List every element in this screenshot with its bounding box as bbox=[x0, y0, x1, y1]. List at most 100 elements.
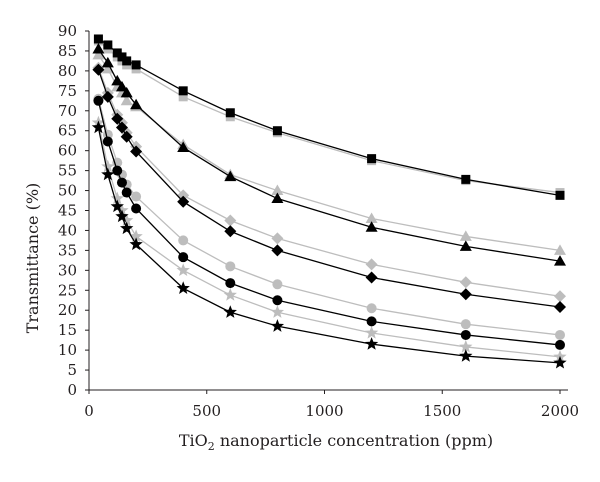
data-point-square bbox=[178, 86, 188, 96]
data-point-circle bbox=[131, 191, 142, 202]
y-tick-label: 40 bbox=[58, 221, 77, 239]
series-diamond-black bbox=[92, 63, 566, 314]
x-axis-title-suffix: nanoparticle concentration (ppm) bbox=[215, 431, 493, 450]
x-axis-title: TiO2 nanoparticle concentration (ppm) bbox=[179, 431, 493, 453]
data-point-diamond bbox=[120, 130, 133, 143]
data-point-triangle bbox=[365, 212, 378, 223]
data-point-star bbox=[364, 325, 379, 339]
series-circle-gray bbox=[93, 93, 565, 340]
data-point-square bbox=[122, 56, 132, 66]
data-point-circle bbox=[366, 316, 377, 327]
data-point-circle bbox=[460, 329, 471, 340]
data-point-star bbox=[120, 221, 134, 235]
series-layer bbox=[91, 34, 567, 369]
y-tick-label: 45 bbox=[58, 202, 77, 220]
series-square-black bbox=[93, 34, 565, 200]
series-circle-black bbox=[93, 95, 565, 350]
data-point-triangle bbox=[120, 94, 133, 106]
data-point-star bbox=[110, 191, 124, 205]
data-point-diamond bbox=[365, 258, 378, 271]
data-point-triangle bbox=[459, 240, 472, 251]
x-tick-label: 1000 bbox=[305, 402, 343, 420]
data-point-circle bbox=[555, 339, 565, 350]
data-point-square bbox=[93, 34, 103, 44]
series-diamond-gray bbox=[92, 61, 566, 303]
data-point-triangle bbox=[224, 170, 237, 182]
data-point-circle bbox=[272, 295, 283, 306]
series-line bbox=[97, 100, 561, 346]
y-tick-label: 25 bbox=[58, 281, 77, 299]
series-line bbox=[97, 67, 561, 297]
data-point-circle bbox=[112, 165, 123, 176]
y-tick-label: 90 bbox=[58, 22, 77, 40]
data-point-star bbox=[459, 339, 473, 353]
data-point-star bbox=[553, 355, 567, 369]
y-tick-label: 0 bbox=[67, 381, 77, 399]
data-point-diamond bbox=[554, 301, 566, 314]
y-tick-label: 10 bbox=[58, 341, 77, 359]
y-tick-label: 60 bbox=[58, 142, 77, 160]
x-axis-title-prefix: TiO bbox=[179, 431, 208, 450]
series-line bbox=[97, 40, 561, 194]
data-point-circle bbox=[131, 203, 142, 214]
x-ticks: 0 500 1000 1500 2000 bbox=[84, 390, 579, 420]
data-point-star bbox=[115, 209, 129, 223]
data-point-triangle bbox=[130, 98, 143, 110]
data-point-circle bbox=[178, 235, 189, 246]
data-point-triangle bbox=[271, 184, 284, 196]
data-point-diamond bbox=[92, 63, 105, 76]
data-point-star bbox=[223, 288, 237, 301]
data-point-star bbox=[176, 281, 190, 294]
series-line bbox=[97, 69, 561, 308]
data-point-circle bbox=[555, 329, 565, 340]
series-star-black bbox=[91, 120, 567, 369]
data-point-star bbox=[270, 319, 285, 332]
series-line bbox=[97, 48, 561, 262]
data-point-square bbox=[461, 174, 471, 184]
data-point-star bbox=[364, 337, 379, 350]
data-point-star bbox=[129, 237, 143, 251]
data-point-diamond bbox=[271, 232, 284, 245]
x-axis-title-subscript: 2 bbox=[208, 440, 215, 453]
data-point-diamond bbox=[365, 271, 378, 284]
data-point-star bbox=[91, 120, 106, 134]
series-line bbox=[97, 127, 561, 364]
data-point-diamond bbox=[554, 290, 566, 303]
y-tick-label: 65 bbox=[58, 122, 77, 140]
data-point-triangle bbox=[92, 42, 105, 54]
series-line bbox=[97, 54, 561, 252]
data-point-diamond bbox=[115, 121, 128, 134]
data-point-circle bbox=[272, 279, 283, 290]
data-point-square bbox=[103, 40, 113, 50]
data-point-circle bbox=[225, 261, 236, 272]
data-point-triangle bbox=[101, 56, 114, 68]
data-point-circle bbox=[366, 303, 377, 314]
data-point-triangle bbox=[554, 244, 566, 255]
y-axis-title: Transmittance (%) bbox=[23, 183, 42, 334]
data-point-square bbox=[117, 52, 127, 62]
data-point-triangle bbox=[115, 80, 128, 92]
data-point-triangle bbox=[120, 86, 133, 98]
data-point-diamond bbox=[459, 276, 472, 289]
x-tick-label: 0 bbox=[84, 402, 94, 420]
data-point-triangle bbox=[271, 192, 284, 204]
y-tick-label: 50 bbox=[58, 182, 77, 200]
data-point-star bbox=[176, 263, 190, 276]
y-tick-label: 70 bbox=[58, 102, 77, 120]
data-point-square bbox=[272, 126, 282, 136]
data-point-triangle bbox=[177, 141, 190, 152]
data-point-triangle bbox=[365, 221, 378, 232]
y-tick-label: 35 bbox=[58, 241, 77, 259]
data-point-square bbox=[225, 108, 235, 118]
series-line bbox=[98, 38, 561, 196]
data-point-circle bbox=[112, 157, 123, 168]
y-tick-label: 5 bbox=[67, 361, 77, 379]
y-tick-label: 15 bbox=[58, 321, 77, 339]
data-point-diamond bbox=[130, 145, 143, 158]
data-point-star bbox=[270, 305, 285, 318]
data-point-circle bbox=[102, 136, 113, 147]
data-point-triangle bbox=[92, 48, 105, 60]
data-point-star bbox=[120, 213, 134, 227]
series-triangle-black bbox=[92, 42, 566, 266]
